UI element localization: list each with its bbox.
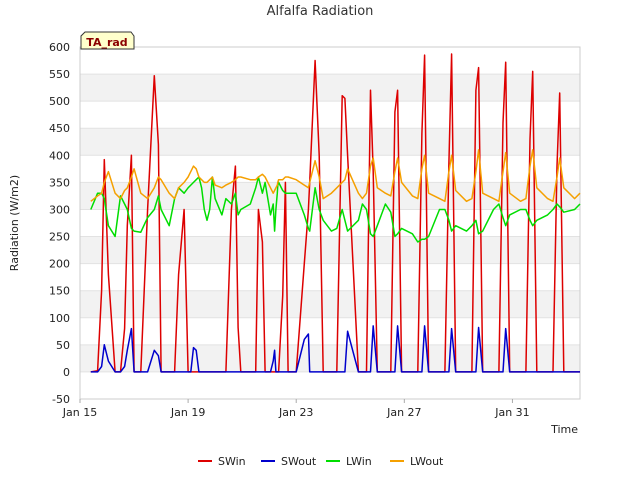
y-tick-label: 400 — [49, 149, 70, 162]
badge-frame — [80, 31, 135, 50]
y-axis: -50 0 50 100 150 200 250 300 350 400 450 500 550 600 — [49, 41, 70, 406]
legend-item-swout: SWout — [261, 455, 317, 468]
grid-band — [80, 128, 580, 156]
plot-bands — [80, 46, 580, 400]
ta-rad-badge: TA_rad — [80, 31, 135, 50]
legend: SWin SWout LWin LWout — [198, 455, 444, 468]
y-tick-label: 0 — [63, 366, 70, 379]
x-tick-label: Jan 19 — [170, 406, 205, 419]
legend-item-lwin: LWin — [326, 455, 372, 468]
series-lines — [90, 53, 581, 373]
legend-label: SWin — [218, 455, 246, 468]
grid-band — [80, 236, 580, 264]
series-line-swin — [90, 53, 580, 373]
x-tick-label: Jan 31 — [494, 406, 529, 419]
y-tick-label: 250 — [49, 231, 70, 244]
plot-area — [79, 46, 581, 400]
y-tick-label: 200 — [49, 258, 70, 271]
y-tick-label: 600 — [49, 41, 70, 54]
legend-label: LWin — [346, 455, 372, 468]
grid-band — [80, 74, 580, 102]
x-tick-label: Jan 15 — [62, 406, 97, 419]
badge-text: TA_rad — [86, 36, 127, 49]
x-axis: Jan 15 Jan 19 Jan 23 Jan 27 Jan 31 — [62, 399, 530, 419]
series-line-swout — [90, 325, 580, 373]
y-tick-label: 150 — [49, 285, 70, 298]
x-tick-label: Jan 23 — [278, 406, 313, 419]
legend-label: SWout — [281, 455, 317, 468]
y-tick-label: 550 — [49, 68, 70, 81]
y-axis-title: Radiation (W/m2) — [8, 175, 21, 271]
series-line-lwout — [90, 149, 581, 203]
legend-item-lwout: LWout — [390, 455, 444, 468]
y-tick-label: 450 — [49, 122, 70, 135]
legend-label: LWout — [410, 455, 444, 468]
legend-item-swin: SWin — [198, 455, 246, 468]
grid-band — [80, 290, 580, 318]
grid-band — [80, 344, 580, 372]
grid-band — [80, 182, 580, 210]
y-tick-label: 100 — [49, 312, 70, 325]
y-tick-label: 350 — [49, 176, 70, 189]
y-tick-label: 50 — [56, 339, 70, 352]
chart-title: Alfalfa Radiation — [267, 4, 374, 19]
x-tick-label: Jan 27 — [386, 406, 421, 419]
y-tick-label: 300 — [49, 203, 70, 216]
x-axis-title: Time — [550, 423, 578, 436]
y-tick-label: 500 — [49, 95, 70, 108]
y-tick-label: -50 — [52, 393, 70, 406]
